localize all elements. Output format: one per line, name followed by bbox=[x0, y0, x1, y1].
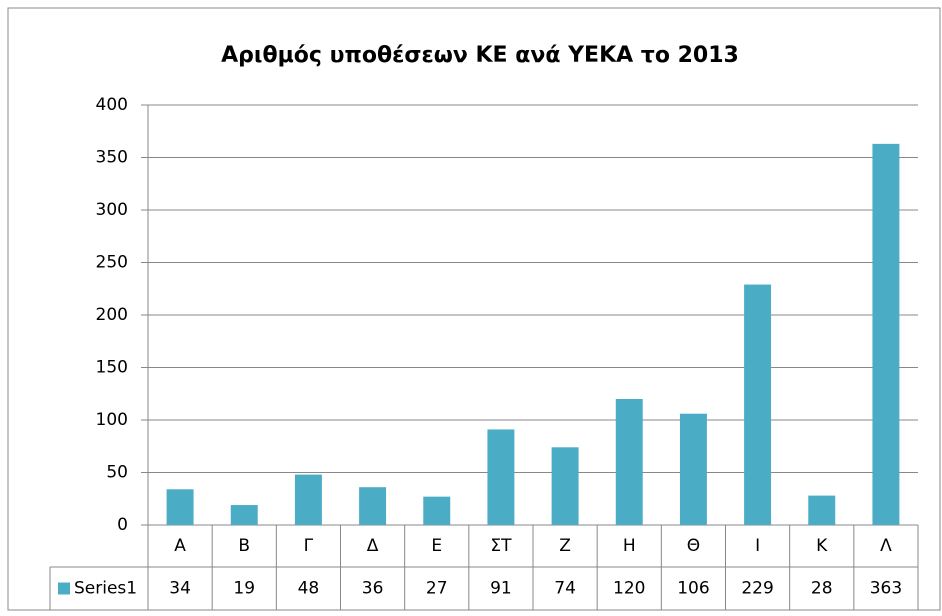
x-tick-label: Ζ bbox=[559, 536, 571, 556]
y-tick-label: 150 bbox=[96, 358, 128, 378]
y-tick-label: 50 bbox=[106, 463, 128, 483]
x-tick-label: Γ bbox=[304, 536, 314, 556]
bar bbox=[230, 505, 258, 525]
table-value: 229 bbox=[741, 579, 773, 599]
y-tick-label: 100 bbox=[96, 410, 128, 430]
bar bbox=[487, 429, 515, 525]
table-value: 120 bbox=[613, 579, 645, 599]
x-tick-label: Ι bbox=[755, 536, 760, 556]
y-tick-label: 350 bbox=[96, 148, 128, 168]
table-value: 106 bbox=[677, 579, 709, 599]
bar bbox=[808, 495, 836, 525]
x-tick-label: Β bbox=[238, 536, 250, 556]
bar bbox=[423, 496, 451, 525]
bar bbox=[872, 143, 900, 525]
bar bbox=[359, 487, 387, 525]
x-tick-label: Θ bbox=[687, 536, 700, 556]
y-tick-label: 0 bbox=[117, 515, 128, 535]
x-tick-label: Λ bbox=[880, 536, 892, 556]
x-tick-label: Κ bbox=[816, 536, 828, 556]
bar bbox=[615, 399, 643, 525]
bar bbox=[551, 447, 579, 525]
x-tick-label: Α bbox=[174, 536, 186, 556]
table-value: 27 bbox=[426, 579, 448, 599]
y-tick-label: 250 bbox=[96, 253, 128, 273]
chart-border bbox=[7, 7, 941, 611]
x-tick-label: Ε bbox=[431, 536, 442, 556]
legend-label: Series1 bbox=[74, 579, 137, 599]
bar bbox=[679, 413, 707, 525]
x-tick-label: ΣΤ bbox=[490, 536, 512, 556]
table-value: 36 bbox=[362, 579, 384, 599]
table-value: 34 bbox=[169, 579, 191, 599]
x-tick-label: Δ bbox=[367, 536, 379, 556]
table-value: 363 bbox=[870, 579, 902, 599]
bar bbox=[166, 489, 194, 525]
table-value: 74 bbox=[554, 579, 576, 599]
table-value: 28 bbox=[811, 579, 833, 599]
bar bbox=[744, 284, 772, 525]
legend-key bbox=[58, 582, 70, 595]
y-tick-label: 400 bbox=[96, 95, 128, 115]
table-value: 48 bbox=[298, 579, 320, 599]
table-value: 19 bbox=[233, 579, 255, 599]
table-value: 91 bbox=[490, 579, 512, 599]
bar bbox=[294, 474, 322, 525]
x-tick-label: Η bbox=[623, 536, 636, 556]
chart-title: Αριθμός υποθέσεων ΚΕ ανά ΥΕΚΑ το 2013 bbox=[221, 43, 739, 68]
y-tick-label: 300 bbox=[96, 200, 128, 220]
y-tick-label: 200 bbox=[96, 305, 128, 325]
